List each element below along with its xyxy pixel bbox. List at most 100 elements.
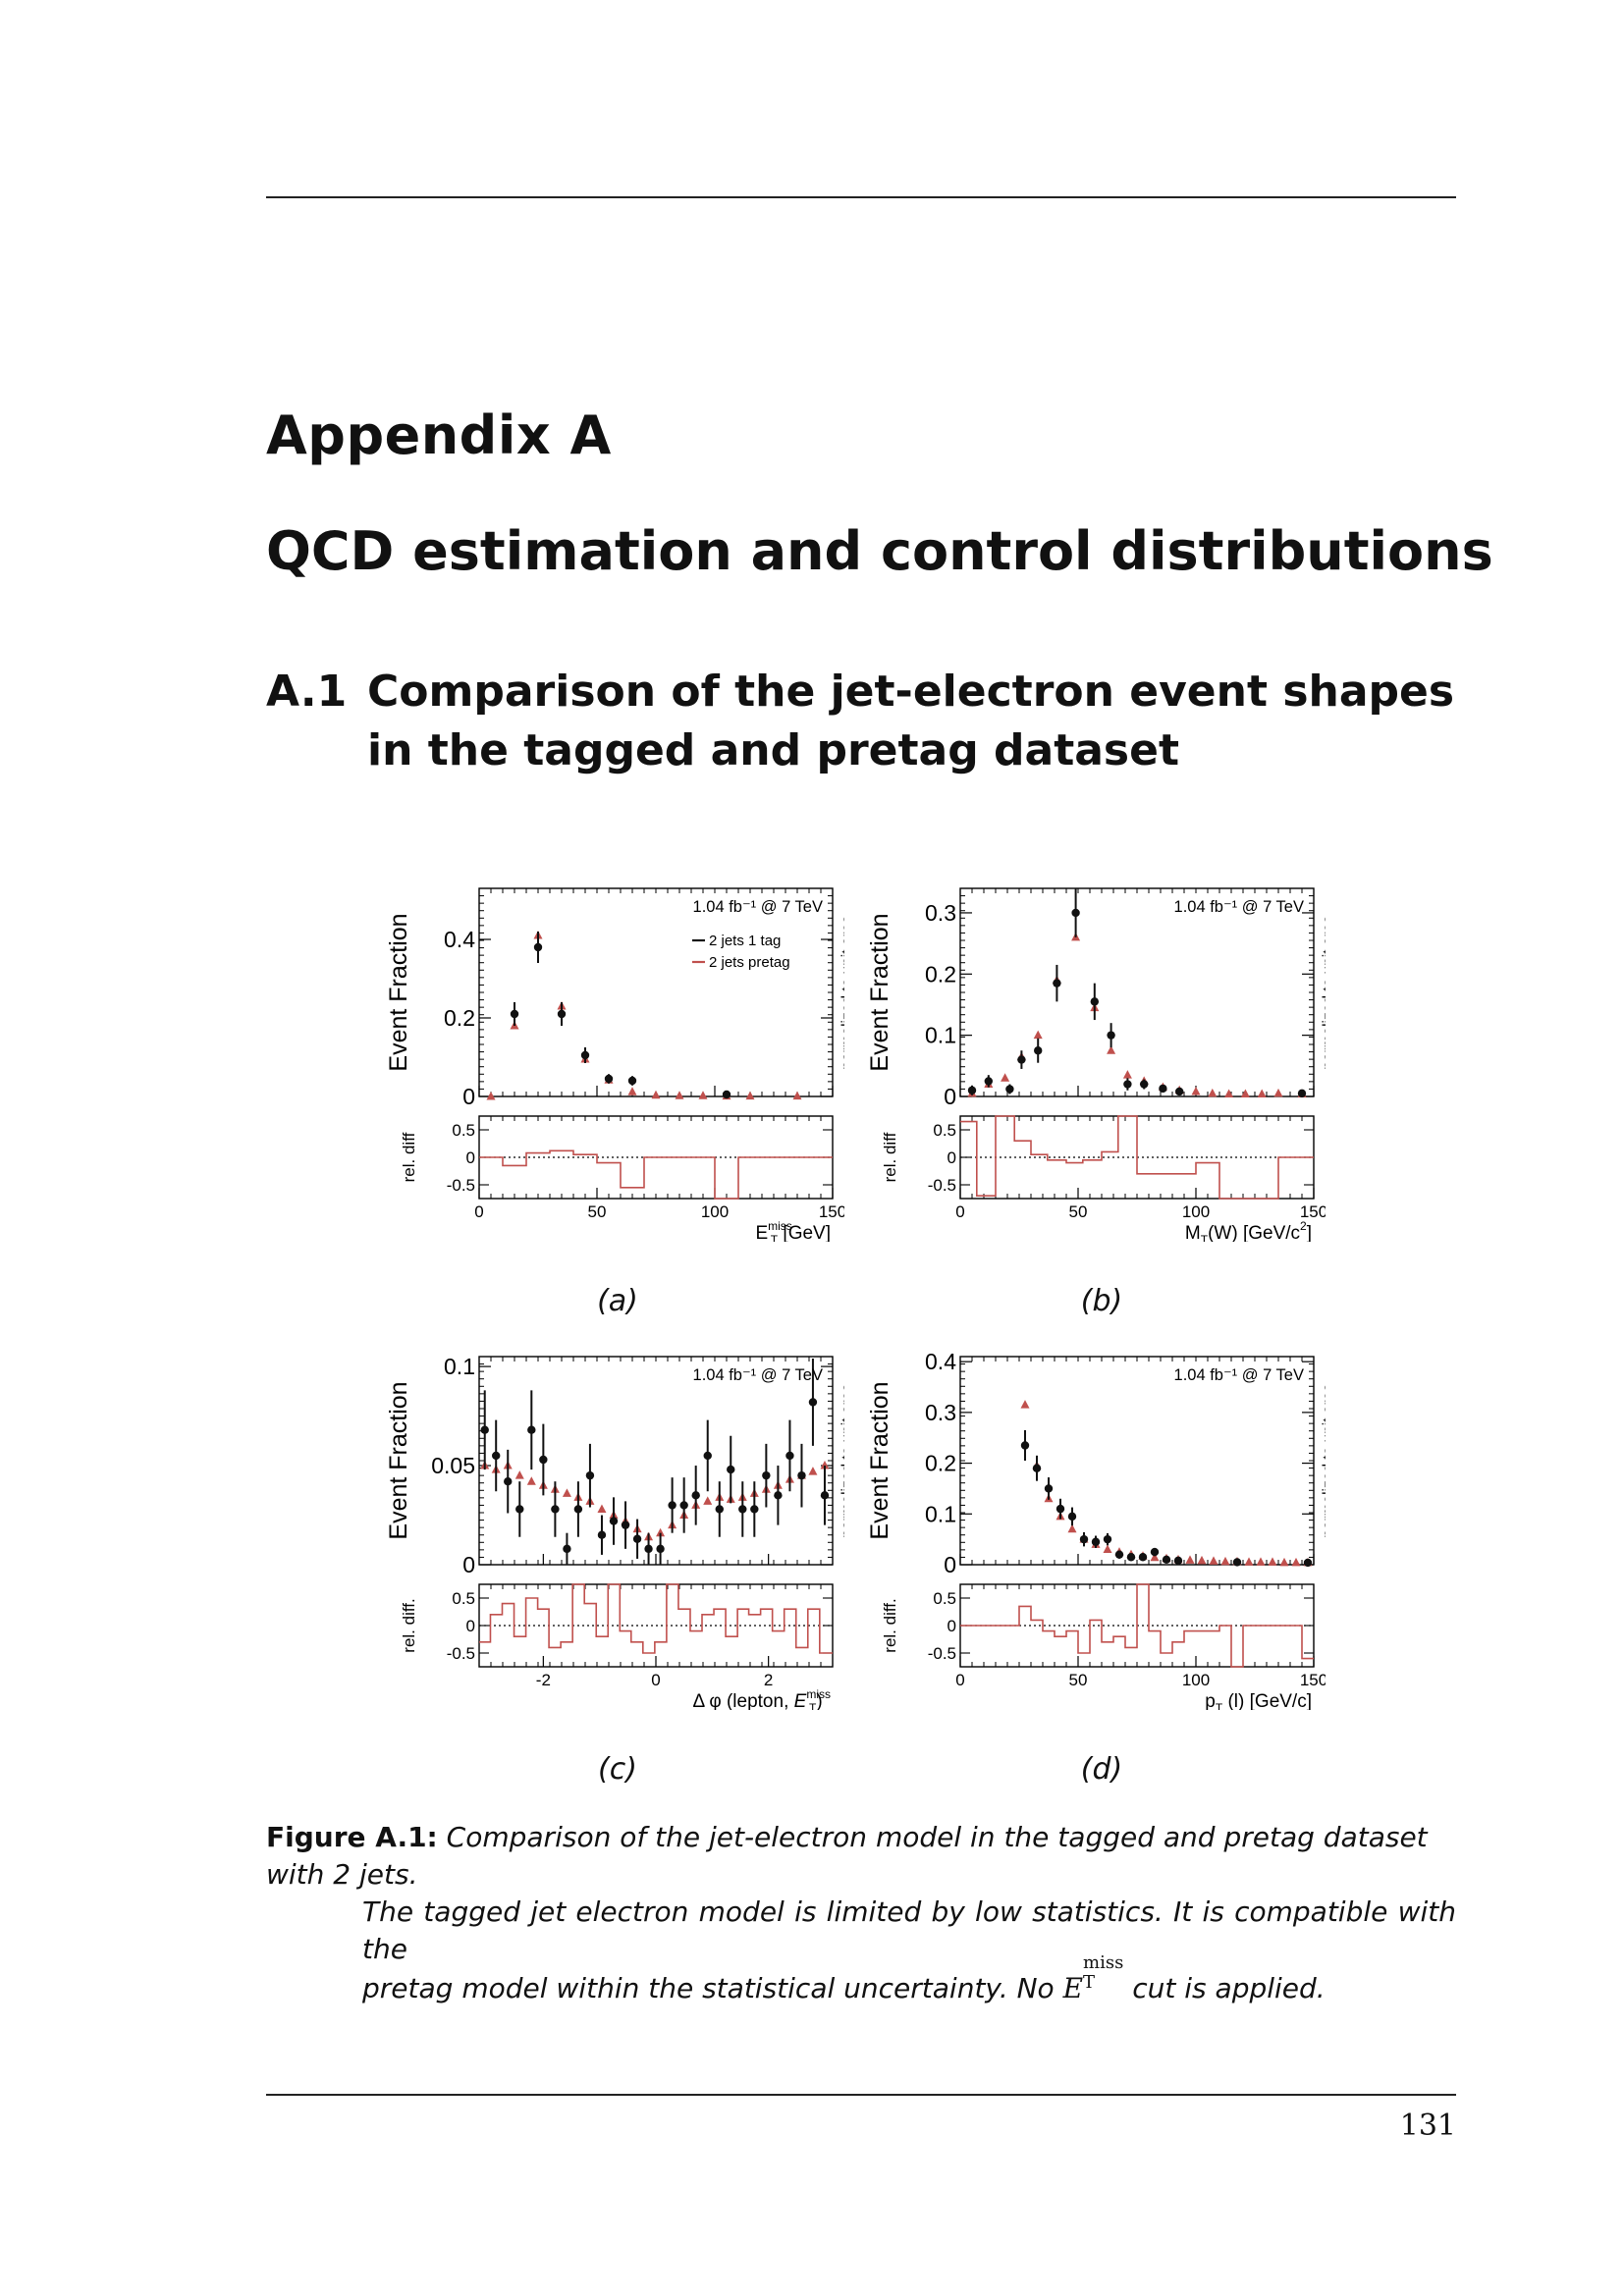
tagged-point [668,1501,677,1510]
sublabel-c: (c) [598,1752,637,1787]
tagged-point [533,942,543,952]
tagged-point [1020,1441,1030,1450]
pretag-point [703,1496,713,1505]
pretag-point [1185,1555,1195,1564]
ratio-y-axis-label: rel. diff [400,1132,418,1182]
pretag-point [1240,1089,1250,1098]
tagged-point [967,1086,977,1095]
pretag-point [1067,1523,1077,1533]
x-tick-label: 0 [474,1202,483,1221]
pretag-point [1257,1089,1267,1098]
y-tick-label: 0 [944,1084,956,1109]
pretag-point [1208,1088,1218,1097]
tagged-point [1297,1089,1307,1098]
tagged-point [1303,1558,1313,1568]
tagged-point [504,1477,513,1486]
x-tick-label: 100 [1182,1202,1210,1221]
tagged-point [691,1491,700,1500]
tagged-point [1090,997,1099,1006]
pretag-point [1033,1030,1043,1040]
math-base: E [1062,1972,1084,2004]
sublabel-b: (b) [1080,1284,1123,1318]
chart-svg-c: -2 0 2 0 0.05 0.1 -0.5 0 0.5 1.04 fb⁻¹ @ 7 TeV Eve… [385,1354,844,1710]
tagged-point [1114,1550,1124,1559]
y-tick-label: 0.1 [925,1023,956,1048]
pretag-point [698,1091,708,1099]
y-axis-label: Event Fraction [866,1381,893,1539]
tagged-point [1140,1080,1149,1089]
tagged-point [1175,1087,1184,1096]
tagged-point [679,1501,688,1510]
tagged-point [585,1470,595,1480]
tagged-point [703,1451,712,1461]
pretag-point [627,1087,637,1095]
tagged-point [1126,1553,1136,1562]
math-sup: miss [1083,1952,1124,1973]
y-tick-label: 0.05 [431,1453,475,1478]
ratio-y-tick-label: 0.5 [452,1589,475,1608]
pretag-point [1197,1555,1207,1565]
top-rule [266,196,1456,198]
y-tick-label: 0.2 [925,961,956,987]
figure-panel-d: 0 50 100 150 0 0.1 0.2 0.3 0.4 -0.5 0 0.5 1.04 fb⁻¹ … [854,1337,1326,1710]
figure-panel-c: -2 0 2 0 0.05 0.1 -0.5 0 0.5 1.04 fb⁻¹ @ 7 TeV Eve… [373,1337,844,1710]
chart-svg-b: 0 50 100 150 0 0.1 0.2 0.3 -0.5 0 0.5 1.04 fb⁻¹ @ 7… [866,887,1326,1242]
ratio-y-axis-label: rel. diff. [400,1598,418,1652]
pretag-point [808,1467,818,1475]
caption-text-3b: cut is applied. [1123,1972,1326,2004]
tagged-point [750,1505,759,1514]
pretag-point [820,1461,830,1469]
caption-label: Figure A.1: [266,1821,438,1853]
x-tick-label: 0 [955,1202,964,1221]
tagged-point [1005,1085,1014,1094]
chart-svg-a: 0 50 100 150 0 0.2 0.4 -0.5 0 0.5 1.04 fb⁻¹ @ 7 Te… [385,887,844,1242]
x-axis-label: pT (l) [GeV/c] [1205,1691,1312,1710]
main-frame [959,887,1315,1097]
x-tick-label: 50 [1069,1671,1088,1689]
tagged-point [1056,1504,1065,1514]
pretag-point [1291,1557,1301,1567]
tagged-point [1150,1547,1160,1557]
tagged-point [580,1050,590,1060]
ratio-y-tick-label: -0.5 [928,1644,956,1663]
y-tick-label: 0.2 [925,1451,956,1476]
y-axis-right-label: normalized to unit area [1321,1383,1326,1538]
pretag-point [1122,1070,1132,1079]
tagged-point [1162,1555,1171,1565]
ratio-y-axis-label: rel. diff. [881,1598,899,1652]
ratio-y-axis-label: rel. diff [881,1132,899,1182]
main-frame [478,887,834,1097]
ratio-y-tick-label: 0 [947,1617,956,1635]
pretag-point [1107,1045,1116,1054]
caption-text-1: Comparison of the jet-electron model in … [266,1821,1428,1891]
tagged-point [656,1544,665,1554]
caption-line-1: Figure A.1: Comparison of the jet-electr… [266,1819,1456,1894]
appendix-label: Appendix A [266,404,612,466]
tagged-point [609,1517,619,1525]
pretag-point [1256,1557,1266,1566]
lumi-label: 1.04 fb⁻¹ @ 7 TeV [1174,1366,1304,1384]
ratio-y-tick-label: 0.5 [933,1121,956,1140]
tagged-point [644,1544,653,1554]
ratio-y-tick-label: 0 [466,1148,475,1167]
x-tick-label: 150 [1300,1671,1326,1689]
tagged-point [1067,1512,1077,1522]
tagged-point [1044,1484,1054,1493]
y-axis-right-label: normalized to unit area [839,1383,844,1538]
y-tick-label: 0.4 [444,927,475,952]
tagged-point [627,1076,637,1086]
ratio-y-tick-label: 0 [466,1617,475,1635]
tagged-point [820,1491,830,1500]
x-tick-label: -2 [536,1671,551,1689]
pretag-point [562,1488,571,1497]
y-tick-label: 0.3 [925,900,956,926]
lumi-label: 1.04 fb⁻¹ @ 7 TeV [1174,898,1304,916]
chapter-title: QCD estimation and control distributions [266,520,1493,582]
tagged-point [1173,1556,1183,1566]
tagged-point [480,1425,489,1434]
sublabel-a: (a) [597,1284,638,1318]
tagged-point [1107,1031,1115,1040]
tagged-point [1159,1084,1167,1094]
pretag-point [1150,1552,1160,1562]
